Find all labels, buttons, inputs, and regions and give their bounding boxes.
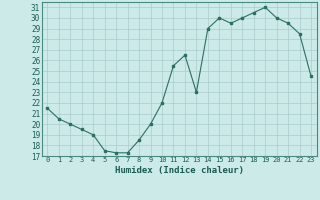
X-axis label: Humidex (Indice chaleur): Humidex (Indice chaleur) bbox=[115, 166, 244, 175]
